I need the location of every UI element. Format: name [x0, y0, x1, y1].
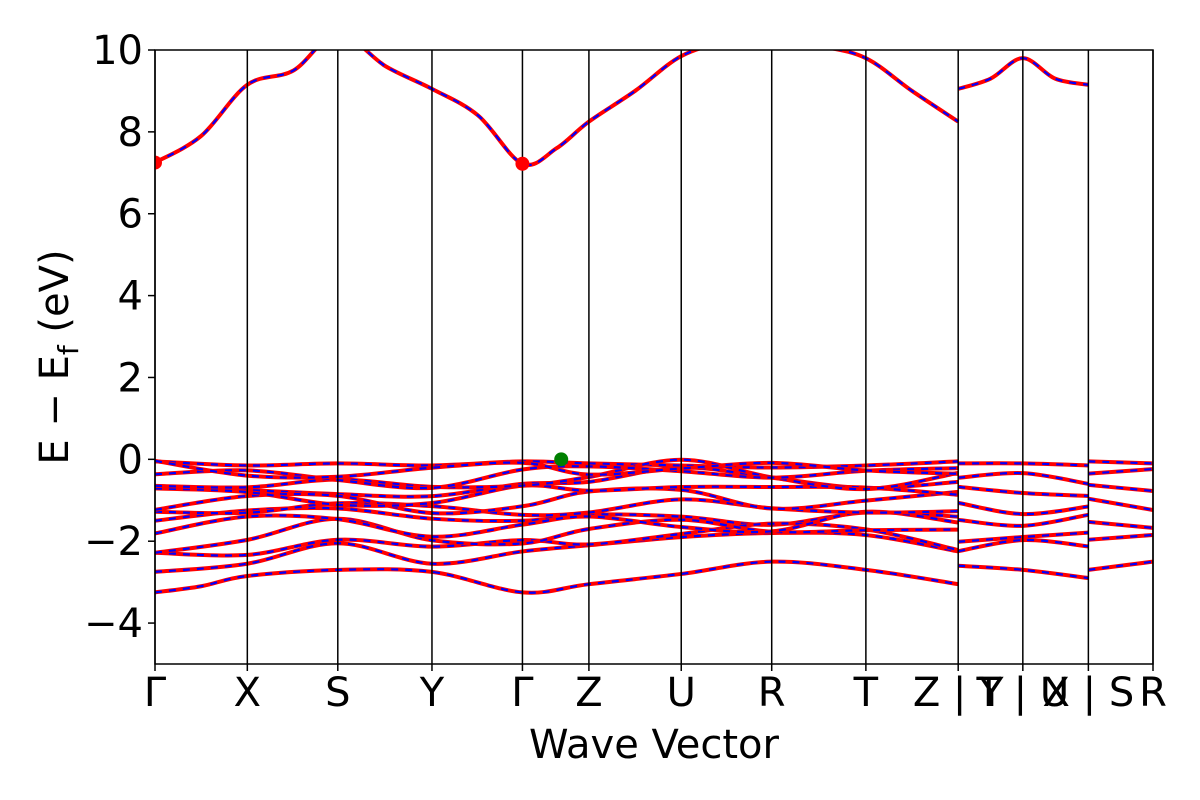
band-line-dashed	[958, 485, 1089, 498]
band-line-dashed	[1088, 560, 1153, 571]
x-tick-label: R	[758, 670, 786, 716]
x-tick-label: Γ	[511, 670, 534, 716]
band-line	[155, 458, 959, 480]
cbm-marker	[515, 156, 530, 171]
band-line-dashed	[155, 517, 959, 554]
x-tick-label: R	[1139, 670, 1167, 716]
band-line	[155, 457, 959, 492]
x-tick-label: X	[234, 670, 261, 716]
x-tick-label: T | U	[976, 670, 1070, 716]
x-tick-label: T	[853, 670, 879, 716]
x-tick-label: S	[325, 670, 350, 716]
band-line-dashed	[958, 471, 1089, 485]
x-tick-label: X | S	[1043, 670, 1135, 716]
plot-frame	[154, 49, 1154, 665]
band-line-dashed	[1088, 460, 1153, 465]
y-tick-label: 8	[118, 110, 143, 156]
y-tick-label: 2	[118, 355, 143, 401]
y-tick-label: −2	[84, 519, 143, 565]
band-line-dashed	[155, 510, 959, 538]
band-line-dashed	[958, 462, 1089, 467]
band-line-dashed	[1088, 533, 1153, 541]
band-line-dashed	[155, 560, 959, 594]
cbm-marker	[155, 155, 162, 170]
band-line-dashed	[958, 501, 1089, 516]
y-axis-ticks: −4 −2 0 2 4 6 8 10	[84, 28, 155, 647]
bands-layer	[155, 50, 1153, 595]
x-tick-label: U	[667, 670, 696, 716]
y-tick-label: −4	[84, 601, 143, 647]
band-line-dashed	[958, 513, 1089, 527]
y-axis-label-main: E − E	[32, 355, 78, 465]
band-line-dashed	[958, 538, 1089, 553]
y-axis-label-sub: f	[52, 344, 85, 355]
band-line-dashed	[155, 50, 959, 167]
vbm-marker	[554, 452, 569, 467]
x-tick-label: Z | Y	[913, 670, 1004, 716]
x-tick-label: Z	[575, 670, 602, 716]
y-tick-label: 0	[118, 437, 143, 483]
band-line	[155, 464, 959, 491]
x-tick-label: Γ	[144, 670, 167, 716]
band-line-dashed	[1088, 520, 1153, 529]
band-line-dashed	[1088, 483, 1153, 493]
band-line-dashed	[958, 564, 1089, 580]
band-line	[155, 497, 959, 518]
y-tick-label: 4	[118, 274, 143, 320]
band-line-dashed	[1088, 497, 1153, 512]
band-line	[155, 521, 959, 558]
band-line	[155, 50, 960, 167]
band-line-dashed	[1088, 467, 1153, 475]
y-tick-label: 6	[118, 192, 143, 238]
y-tick-label: 10	[92, 28, 143, 74]
band-line-dashed	[958, 531, 1089, 543]
y-axis-label: E − Ef (eV)	[32, 249, 85, 464]
y-axis-label-unit: (eV)	[32, 249, 78, 345]
band-line-dashed	[155, 487, 959, 515]
band-edge-markers	[155, 155, 569, 467]
x-tick-label: Y	[419, 670, 445, 716]
x-axis-label: Wave Vector	[529, 722, 780, 768]
